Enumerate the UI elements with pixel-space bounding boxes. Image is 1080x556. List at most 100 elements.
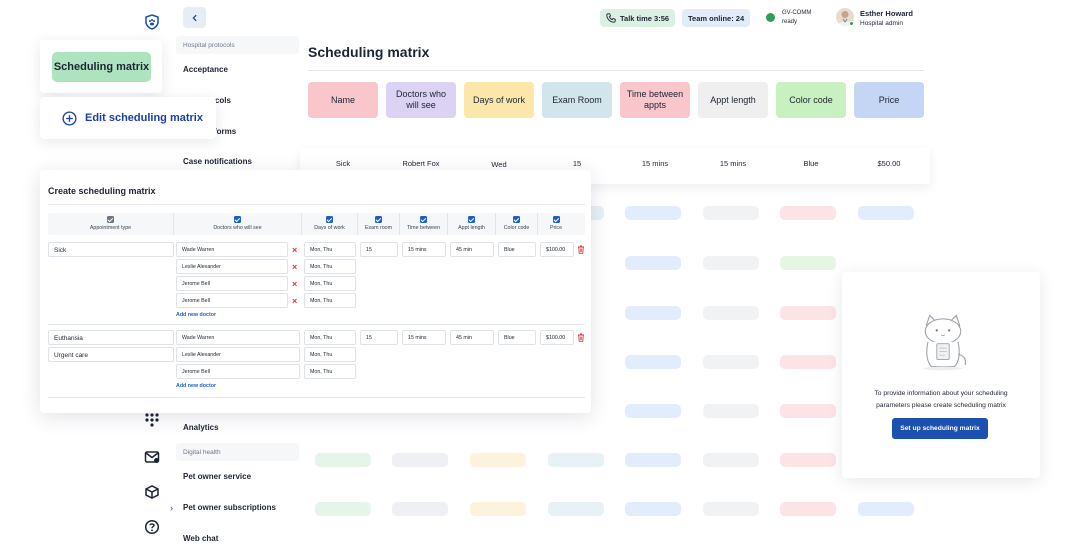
skeleton-bar (548, 453, 604, 467)
doctor-input[interactable]: Leslie Alexander (176, 347, 300, 362)
edit-scheduling-matrix-button[interactable]: Edit scheduling matrix (40, 97, 216, 139)
nav-section-hospital-protocols: Hospital protocols (176, 36, 299, 54)
gv-comm-status: ready (782, 19, 798, 25)
nav-item-case-notifications[interactable]: Case notifications (183, 157, 252, 166)
cell-price: $50.00 (877, 159, 901, 168)
add-new-doctor-link[interactable]: Add new doctor (176, 312, 217, 318)
th-appt-length[interactable]: Appt length (448, 213, 496, 235)
appointment-type-input[interactable]: Sick (48, 242, 174, 257)
checkbox-icon[interactable] (552, 216, 560, 223)
price-input[interactable]: $100.00 (540, 330, 574, 345)
color-code-input[interactable]: Blue (498, 330, 536, 345)
appt-length-input[interactable]: 45 min (450, 330, 494, 345)
th-appointment-type[interactable]: Appointment type (48, 213, 174, 235)
skeleton-bar (315, 502, 371, 516)
skeleton-bar (625, 306, 681, 320)
th-exam-room[interactable]: Exam room (358, 213, 400, 235)
paw-shield-logo-icon[interactable] (143, 13, 161, 31)
doctor-input[interactable]: Jerome Bell (176, 293, 288, 308)
time-between-input[interactable]: 15 mins (402, 330, 446, 345)
appt-length-input[interactable]: 45 min (450, 242, 494, 257)
cell-appt-length: 15 mins (719, 159, 747, 168)
days-input[interactable]: Mon, Thu (304, 242, 356, 257)
skeleton-bar (625, 256, 681, 270)
checkbox-icon[interactable] (234, 216, 241, 223)
th-label: Appointment type (89, 225, 132, 231)
nav-item-acceptance[interactable]: Acceptance (183, 65, 228, 74)
phone-icon (606, 13, 616, 23)
remove-doctor-icon[interactable]: × (292, 262, 298, 272)
nav-item-web-chat[interactable]: Web chat (183, 534, 219, 543)
exam-room-input[interactable]: 15 (360, 242, 398, 257)
checkbox-icon[interactable] (468, 216, 475, 223)
th-days[interactable]: Days of work (302, 213, 358, 235)
skeleton-bar (392, 453, 448, 467)
group-divider (48, 397, 585, 398)
nav-item-forms[interactable]: forms (214, 127, 237, 136)
checkbox-icon[interactable] (513, 216, 520, 223)
days-input[interactable]: Mon, Thu (304, 330, 356, 345)
skeleton-bar (625, 502, 681, 516)
color-code-input[interactable]: Blue (498, 242, 536, 257)
remove-doctor-icon[interactable]: × (292, 245, 298, 255)
set-up-scheduling-matrix-button[interactable]: Set up scheduling matrix (892, 418, 988, 439)
exam-room-input[interactable]: 15 (360, 330, 398, 345)
checkbox-icon[interactable] (107, 216, 114, 223)
th-label: Doctors who will see (213, 225, 262, 231)
doctor-input[interactable]: Jerome Bell (176, 364, 300, 379)
user-role: Hospital admin (860, 20, 903, 27)
appointment-type-input[interactable]: Urgent care (48, 347, 174, 362)
chevron-right-icon[interactable]: › (170, 503, 173, 513)
skeleton-bar (703, 206, 759, 220)
nav-item-pet-owner-subscriptions[interactable]: Pet owner subscriptions (183, 503, 276, 512)
column-header-doctors: Doctors who will see (386, 82, 456, 118)
nav-item-analytics[interactable]: Analytics (183, 423, 219, 432)
talk-time-text: Talk time 3:56 (620, 13, 670, 23)
days-input[interactable]: Mon, Thu (304, 364, 356, 379)
skeleton-bar (625, 404, 681, 418)
price-input[interactable]: $100.00 (540, 242, 574, 257)
checkbox-icon[interactable] (420, 216, 427, 223)
cell-doctor: Robert Fox (402, 159, 440, 168)
delete-row-icon[interactable] (577, 333, 585, 342)
days-input[interactable]: Mon, Thu (304, 259, 356, 274)
modal-divider (48, 204, 585, 205)
doctor-input[interactable]: Jerome Bell (176, 276, 288, 291)
cat-illustration-icon (923, 314, 966, 371)
delete-row-icon[interactable] (577, 245, 585, 254)
th-color-code[interactable]: Color code (496, 213, 538, 235)
skeleton-bar (470, 502, 526, 516)
appointment-type-input[interactable]: Euthansia (48, 330, 174, 345)
th-price[interactable]: Price (538, 213, 574, 235)
team-online-badge: Team online: 24 (682, 9, 751, 27)
days-input[interactable]: Mon, Thu (304, 293, 356, 308)
skeleton-bar (703, 256, 759, 270)
checkbox-icon[interactable] (326, 216, 333, 223)
gv-comm-label: GV-COMM (782, 10, 812, 16)
th-doctors[interactable]: Doctors who will see (174, 213, 302, 235)
skeleton-bar (780, 404, 836, 418)
mail-heart-icon[interactable] (143, 448, 161, 466)
doctor-input[interactable]: Wade Warren (176, 242, 288, 257)
doctor-input[interactable]: Leslie Alexander (176, 259, 288, 274)
th-label: Appt length (458, 225, 485, 231)
checkbox-icon[interactable] (375, 216, 382, 223)
help-icon[interactable] (143, 518, 161, 536)
time-between-input[interactable]: 15 mins (402, 242, 446, 257)
add-new-doctor-link[interactable]: Add new doctor (176, 383, 217, 389)
skeleton-bar (703, 453, 759, 467)
th-time-between[interactable]: Time between (400, 213, 448, 235)
apps-grid-icon[interactable] (143, 411, 161, 429)
remove-doctor-icon[interactable]: × (292, 279, 298, 289)
back-button[interactable] (183, 7, 206, 28)
nav-item-pet-owner-service[interactable]: Pet owner service (183, 472, 252, 481)
days-input[interactable]: Mon, Thu (304, 276, 356, 291)
box-icon[interactable] (143, 483, 161, 501)
nav-item-protocols[interactable]: ocols (210, 96, 231, 105)
th-label: Color code (503, 225, 530, 231)
days-input[interactable]: Mon, Thu (304, 347, 356, 362)
doctor-input[interactable]: Wade Warren (176, 330, 300, 345)
remove-doctor-icon[interactable]: × (292, 296, 298, 306)
user-name: Esther Howard (860, 9, 913, 18)
scheduling-matrix-chip[interactable]: Scheduling matrix (52, 52, 151, 82)
